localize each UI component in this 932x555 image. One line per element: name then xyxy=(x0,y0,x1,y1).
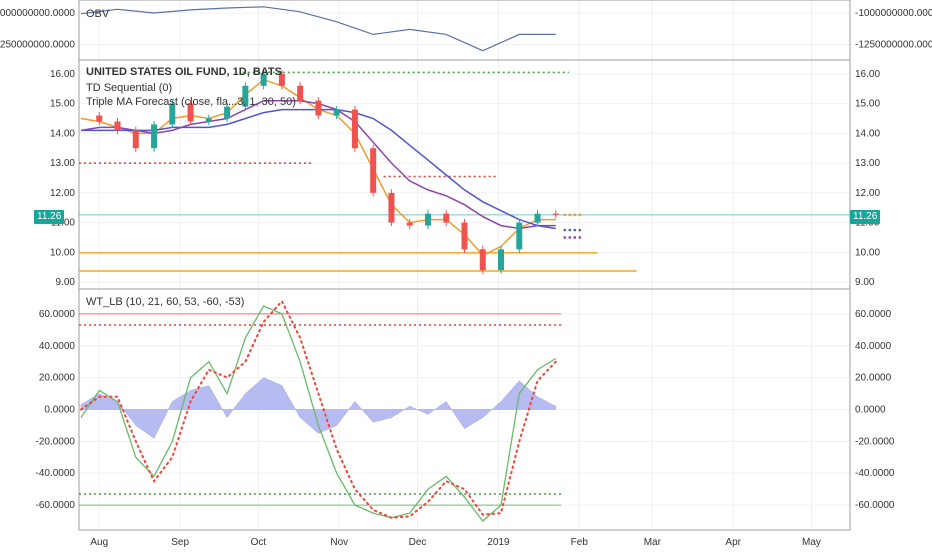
obv-series-line xyxy=(80,6,556,52)
x-tick-label: Dec xyxy=(409,537,427,548)
price-y-label-left: 12.00 xyxy=(50,188,75,199)
candle-body xyxy=(187,103,194,122)
forecast-dot xyxy=(563,213,567,217)
price-y-label-right: 16.00 xyxy=(855,69,880,80)
x-tick-label: May xyxy=(802,537,821,548)
x-tick-label: Aug xyxy=(90,537,108,548)
candle-body xyxy=(516,222,523,250)
price-y-label-left: 14.00 xyxy=(50,128,75,139)
last-price-tag-right: 11.26 xyxy=(850,210,881,224)
candle-body xyxy=(498,249,505,271)
candle-body xyxy=(333,109,340,116)
wt-y-label-right: 0.0000 xyxy=(855,405,886,416)
x-tick-label: Mar xyxy=(644,537,662,548)
candle-body xyxy=(388,192,395,223)
obv-label: OBV xyxy=(86,8,110,20)
x-tick-label: Nov xyxy=(330,537,348,548)
forecast-dot xyxy=(573,236,577,239)
price-y-label-right: 9.00 xyxy=(855,277,875,288)
price-y-label-right: 10.00 xyxy=(855,247,880,258)
forecast-dot xyxy=(578,213,582,217)
indicator-triple-ma: Triple MA Forecast (close, fla...3, 1, 3… xyxy=(86,96,296,108)
forecast-dot xyxy=(563,228,567,232)
candle-body xyxy=(443,213,450,223)
candle-body xyxy=(224,106,231,119)
candle-body xyxy=(315,100,322,116)
wt-y-label-right: 60.0000 xyxy=(855,309,892,320)
forecast-dot xyxy=(573,228,577,232)
wt-y-label-right: -60.0000 xyxy=(855,500,895,511)
wt-signal-line xyxy=(80,299,557,519)
candle-body xyxy=(278,73,285,86)
obv-y-label-right: -1250000000.0000 xyxy=(855,39,932,50)
wt-y-label-left: 60.0000 xyxy=(39,309,76,320)
candle-body xyxy=(461,222,468,250)
wt-histogram-area xyxy=(80,377,557,439)
obv-y-label-left: -1000000000.0000 xyxy=(0,8,75,19)
forecast-dot xyxy=(578,228,582,232)
price-y-label-right: 14.00 xyxy=(855,128,880,139)
candle-body xyxy=(406,222,413,226)
indicator-td-sequential: TD Sequential (0) xyxy=(86,82,173,94)
candle-body xyxy=(370,148,377,193)
forecast-dot xyxy=(563,236,567,239)
wt-y-label-left: 0.0000 xyxy=(44,405,75,416)
forecast-dot xyxy=(573,213,577,217)
price-y-label-left: 15.00 xyxy=(50,99,75,110)
candle-body xyxy=(260,73,267,86)
forecast-dot xyxy=(568,236,572,239)
x-tick-label: Oct xyxy=(251,537,267,548)
wt-y-label-right: 40.0000 xyxy=(855,341,892,352)
candle-body xyxy=(351,109,358,149)
price-y-label-left: 13.00 xyxy=(50,158,75,169)
wt-y-label-right: 20.0000 xyxy=(855,373,892,384)
candle-body xyxy=(479,249,486,271)
wt-y-label-left: -20.0000 xyxy=(36,436,76,447)
obv-y-label-right: -1000000000.0000 xyxy=(855,8,932,19)
price-y-label-right: 13.00 xyxy=(855,158,880,169)
candle-body xyxy=(242,85,249,107)
forecast-dot xyxy=(578,236,582,239)
candle-body xyxy=(132,130,139,149)
candle-body xyxy=(424,213,431,226)
candle-body xyxy=(151,124,158,149)
wt-y-label-left: 40.0000 xyxy=(39,341,76,352)
forecast-dot xyxy=(568,213,572,217)
price-y-label-right: 15.00 xyxy=(855,99,880,110)
last-price-tag-left: 11.26 xyxy=(34,210,65,224)
wt-y-label-right: -20.0000 xyxy=(855,436,895,447)
candle-body xyxy=(534,213,541,223)
price-y-label-right: 12.00 xyxy=(855,188,880,199)
wt-y-label-right: -40.0000 xyxy=(855,468,895,479)
wt-main-line xyxy=(80,305,557,522)
obv-y-label-left: -1250000000.0000 xyxy=(0,39,75,50)
candle-body xyxy=(205,118,212,122)
wt-y-label-left: -40.0000 xyxy=(36,468,76,479)
price-y-label-left: 9.00 xyxy=(56,277,76,288)
candle-body xyxy=(169,103,176,125)
candle-body xyxy=(114,121,121,131)
wt-label: WT_LB (10, 21, 60, 53, -60, -53) xyxy=(86,296,245,308)
price-y-label-left: 10.00 xyxy=(50,247,75,258)
candle-body xyxy=(297,85,304,101)
x-tick-label: Apr xyxy=(725,537,741,548)
candle-body xyxy=(552,213,559,215)
wt-y-label-left: 20.0000 xyxy=(39,373,76,384)
price-y-label-left: 16.00 xyxy=(50,69,75,80)
candle-body xyxy=(96,115,103,122)
x-tick-label: Feb xyxy=(571,537,589,548)
forecast-dot xyxy=(568,228,572,232)
wt-y-label-left: -60.0000 xyxy=(36,500,76,511)
x-tick-label: Sep xyxy=(171,537,189,548)
price-title: UNITED STATES OIL FUND, 1D, BATS xyxy=(86,66,282,78)
x-tick-label: 2019 xyxy=(487,537,510,548)
